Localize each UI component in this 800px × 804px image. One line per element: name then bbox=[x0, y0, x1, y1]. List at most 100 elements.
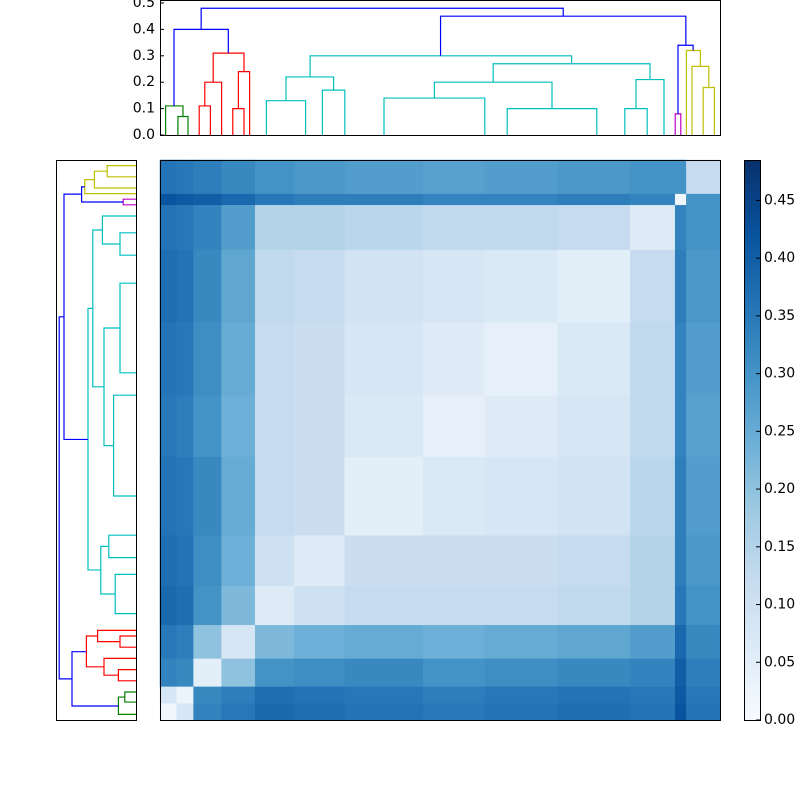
heatmap-cell bbox=[484, 394, 558, 458]
dendrogram-link bbox=[106, 165, 136, 178]
colorbar-gradient bbox=[744, 160, 760, 720]
heatmap-cell bbox=[294, 686, 346, 704]
dendrogram-link bbox=[383, 97, 486, 135]
heatmap-cell bbox=[254, 249, 295, 323]
colorbar-tick-label: 0.00 bbox=[764, 712, 795, 728]
heatmap-cell bbox=[176, 702, 194, 721]
heatmap-cell bbox=[344, 624, 424, 659]
dendrogram-link bbox=[63, 193, 88, 441]
heatmap-frame bbox=[160, 160, 721, 721]
heatmap-cell bbox=[176, 394, 194, 458]
heatmap-cell bbox=[686, 658, 721, 687]
left-dendrogram bbox=[58, 165, 136, 715]
heatmap-cell bbox=[221, 686, 256, 704]
heatmap-cell bbox=[176, 456, 194, 536]
colorbar-frame bbox=[744, 160, 761, 721]
heatmap-cell bbox=[686, 686, 721, 704]
heatmap-cell bbox=[294, 204, 346, 250]
heatmap-cell bbox=[422, 702, 486, 721]
heatmap-cell bbox=[422, 394, 486, 458]
heatmap-cell bbox=[344, 394, 424, 458]
heatmap-cell bbox=[422, 456, 486, 536]
heatmap bbox=[159, 159, 721, 721]
heatmap-cell bbox=[176, 658, 194, 687]
heatmap-cell bbox=[484, 585, 558, 626]
heatmap-cell bbox=[686, 394, 721, 458]
dendrogram-link bbox=[439, 15, 687, 56]
heatmap-cell bbox=[484, 702, 558, 721]
heatmap-cell bbox=[630, 394, 676, 458]
heatmap-cell bbox=[221, 585, 256, 626]
heatmap-cell bbox=[630, 702, 676, 721]
dendrogram-link bbox=[122, 198, 136, 206]
heatmap-cell bbox=[484, 159, 558, 194]
dendrogram-link bbox=[200, 7, 564, 30]
heatmap-cell bbox=[484, 456, 558, 536]
heatmap-cell bbox=[686, 249, 721, 323]
heatmap-cell bbox=[630, 658, 676, 687]
heatmap-cell bbox=[422, 322, 486, 396]
heatmap-cell bbox=[344, 658, 424, 687]
heatmap-cell bbox=[159, 394, 178, 458]
heatmap-cell bbox=[159, 204, 178, 250]
heatmap-cell bbox=[159, 322, 178, 396]
colorbar-tick-label: 0.10 bbox=[764, 597, 795, 613]
heatmap-cell bbox=[254, 193, 295, 206]
y-tick-label: 0.3 bbox=[133, 48, 155, 64]
heatmap-cell bbox=[254, 394, 295, 458]
heatmap-cell bbox=[159, 456, 178, 536]
heatmap-cell bbox=[221, 658, 256, 687]
heatmap-cell bbox=[254, 322, 295, 396]
heatmap-cell bbox=[674, 624, 687, 659]
dendrogram-link bbox=[204, 81, 223, 135]
heatmap-cell bbox=[193, 249, 222, 323]
heatmap-cell bbox=[686, 534, 721, 586]
dendrogram-link bbox=[119, 635, 136, 648]
heatmap-cell bbox=[193, 159, 222, 194]
heatmap-cell bbox=[422, 249, 486, 323]
heatmap-cell bbox=[686, 624, 721, 659]
heatmap-cell bbox=[686, 456, 721, 536]
heatmap-cell bbox=[176, 534, 194, 586]
heatmap-cell bbox=[344, 322, 424, 396]
heatmap-cell bbox=[221, 204, 256, 250]
heatmap-cell bbox=[686, 585, 721, 626]
heatmap-cell bbox=[254, 204, 295, 250]
dendrogram-link bbox=[702, 86, 715, 135]
heatmap-cell bbox=[176, 159, 194, 194]
y-tick-label: 0.5 bbox=[133, 0, 155, 11]
heatmap-cell bbox=[221, 394, 256, 458]
heatmap-cell bbox=[294, 193, 346, 206]
colorbar-tick-label: 0.20 bbox=[764, 481, 795, 497]
heatmap-cell bbox=[221, 624, 256, 659]
dendrogram-link bbox=[117, 669, 136, 682]
heatmap-cell bbox=[557, 204, 631, 250]
heatmap-cell bbox=[176, 322, 194, 396]
dendrogram-link bbox=[212, 52, 245, 83]
heatmap-cell bbox=[193, 624, 222, 659]
heatmap-cell bbox=[294, 159, 346, 194]
heatmap-cell bbox=[193, 204, 222, 250]
dendrogram-link bbox=[85, 635, 104, 668]
top-dendrogram: 0.0 0.1 0.2 0.3 0.4 0.5 bbox=[133, 0, 715, 143]
heatmap-cell bbox=[159, 585, 178, 626]
heatmap-cell bbox=[484, 204, 558, 250]
colorbar-tick-label: 0.15 bbox=[764, 539, 795, 555]
heatmap-cell bbox=[674, 658, 687, 687]
dendrogram-link bbox=[635, 78, 665, 135]
heatmap-cell bbox=[176, 624, 194, 659]
heatmap-cell bbox=[344, 456, 424, 536]
heatmap-cell bbox=[674, 702, 687, 721]
heatmap-cell bbox=[294, 702, 346, 721]
heatmap-cell bbox=[484, 193, 558, 206]
heatmap-cell bbox=[422, 658, 486, 687]
heatmap-cell bbox=[176, 249, 194, 323]
heatmap-cell bbox=[484, 322, 558, 396]
heatmap-cell bbox=[422, 204, 486, 250]
dendrogram-link bbox=[58, 316, 72, 680]
dendrogram-link bbox=[100, 545, 116, 595]
heatmap-cell bbox=[484, 658, 558, 687]
heatmap-cell bbox=[159, 658, 178, 687]
heatmap-cell bbox=[630, 456, 676, 536]
heatmap-cell bbox=[176, 585, 194, 626]
